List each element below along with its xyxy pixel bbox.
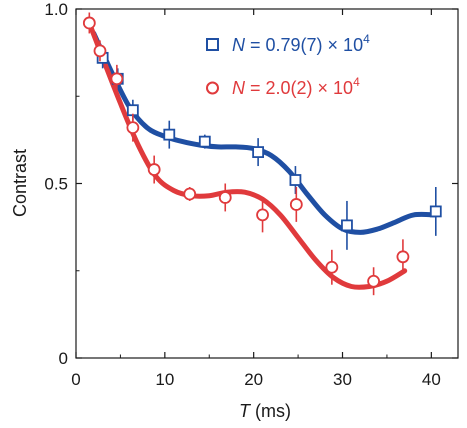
- circle-marker: [218, 191, 232, 204]
- data-point-red: [110, 64, 124, 93]
- square-marker: [429, 205, 442, 218]
- tick-marks: [75, 8, 458, 359]
- legend-entry-red: N = 2.0(2) × 104: [206, 75, 360, 98]
- legend-label-red: N = 2.0(2) × 104: [232, 75, 360, 98]
- square-marker: [252, 146, 265, 158]
- data-point-red: [82, 12, 96, 34]
- plot-frame: [75, 8, 459, 359]
- circle-marker: [367, 274, 381, 288]
- data-point-blue: [429, 186, 442, 236]
- data-point-blue: [163, 120, 176, 149]
- circle-marker: [289, 198, 303, 211]
- data-points: [82, 12, 442, 296]
- circle-marker: [110, 72, 124, 86]
- y-tick-label: 0: [59, 349, 68, 368]
- data-point-red: [183, 186, 197, 201]
- data-point-red: [396, 239, 410, 275]
- data-point-blue: [341, 200, 353, 250]
- legend-marker-square: [206, 38, 219, 51]
- x-tick-label: 40: [422, 370, 441, 389]
- square-marker: [163, 128, 176, 141]
- square-marker: [198, 135, 211, 148]
- data-point-red: [126, 113, 140, 142]
- plot-border: [75, 8, 459, 359]
- data-point-blue: [289, 166, 302, 194]
- x-axis-title: T (ms): [239, 401, 291, 421]
- circle-marker: [396, 250, 410, 264]
- circle-marker: [256, 208, 269, 222]
- circle-marker: [147, 163, 161, 176]
- x-axis-unit: (ms): [250, 401, 291, 421]
- y-tick-label: 0.5: [44, 175, 68, 194]
- circle-marker: [93, 44, 107, 58]
- x-tick-label: 0: [71, 370, 80, 389]
- x-tick-label: 20: [244, 370, 263, 389]
- data-point-red: [289, 186, 303, 222]
- legend: N = 0.79(7) × 104 N = 2.0(2) × 104: [206, 32, 370, 98]
- square-marker: [341, 219, 353, 232]
- tick-labels: 0 10 20 30 40 0 0.5 1.0: [44, 0, 440, 389]
- legend-entry-blue: N = 0.79(7) × 104: [206, 32, 370, 55]
- square-marker: [289, 174, 302, 186]
- x-axis-variable: T: [239, 401, 252, 421]
- circle-marker: [126, 121, 140, 135]
- data-point-blue: [198, 134, 211, 149]
- data-point-red: [93, 40, 107, 62]
- y-tick-label: 1.0: [44, 0, 68, 19]
- legend-label-blue: N = 0.79(7) × 104: [232, 32, 370, 55]
- circle-marker: [325, 260, 339, 274]
- x-tick-label: 30: [333, 370, 352, 389]
- data-point-red: [256, 197, 269, 233]
- circle-marker: [82, 16, 96, 30]
- data-point-red: [147, 155, 161, 184]
- x-tick-label: 10: [155, 370, 174, 389]
- y-axis-title: Contrast: [10, 149, 30, 217]
- data-point-red: [325, 249, 339, 285]
- data-point-blue: [252, 138, 265, 167]
- data-point-red: [367, 267, 381, 296]
- legend-marker-circle: [206, 81, 219, 95]
- circle-marker: [183, 187, 197, 201]
- data-point-red: [218, 183, 232, 212]
- fit-curve-red: [86, 20, 408, 290]
